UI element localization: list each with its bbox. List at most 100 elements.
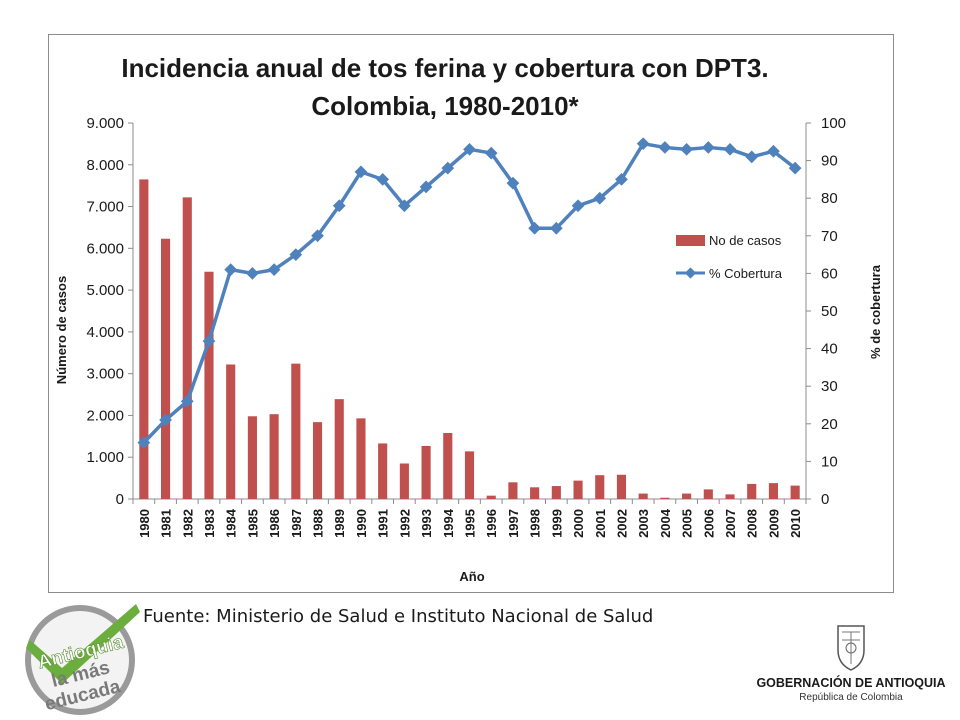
chart-frame: Incidencia anual de tos ferina y cobertu…: [48, 34, 894, 593]
x-tick-label: 1986: [267, 509, 282, 538]
coverage-point: [441, 161, 455, 175]
bar: [312, 422, 323, 499]
x-tick-label: 1995: [463, 509, 478, 538]
x-tick-label: 2007: [723, 509, 738, 538]
bar: [616, 474, 627, 499]
x-tick-label: 2009: [766, 509, 781, 538]
plot-area: 0 1.000 2.000 3.000 4.000 5.000 6.000 7.000 8.00…: [86, 115, 846, 538]
x-tick-label: 1992: [397, 509, 412, 538]
y-axis-left-label: Número de casos: [54, 276, 69, 384]
bar: [768, 483, 778, 499]
bar: [573, 480, 583, 499]
x-tick-label: 2005: [680, 509, 695, 538]
coverage-point: [332, 199, 346, 213]
y-left-tick-label: 6.000: [86, 240, 124, 257]
y-right-tick-label: 90: [821, 153, 838, 170]
bar: [269, 414, 279, 499]
bar: [464, 451, 475, 499]
x-tick-label: 1990: [354, 509, 369, 538]
bar: [182, 197, 192, 499]
bar: [378, 443, 388, 499]
x-tick-label: 1989: [332, 509, 347, 538]
y-left-tick-label: 7.000: [86, 199, 124, 216]
y-left-tick-label: 0: [116, 491, 124, 508]
bar: [334, 399, 344, 499]
bar: [660, 497, 670, 499]
x-tick-label: 1993: [419, 509, 434, 538]
bar: [226, 364, 236, 499]
bar: [551, 486, 561, 499]
x-tick-label: 2002: [614, 509, 629, 538]
y-left-tick-label: 4.000: [86, 324, 124, 341]
bar: [725, 494, 735, 499]
source-note: Fuente: Ministerio de Salud e Instituto …: [143, 606, 654, 627]
bar: [356, 418, 366, 499]
x-tick-label: 2004: [658, 508, 673, 538]
bar: [443, 432, 453, 499]
coverage-point: [419, 180, 433, 194]
coverage-point: [354, 165, 368, 179]
x-tick-label: 2000: [571, 509, 586, 538]
x-tick-label: 1987: [289, 509, 304, 538]
x-tick-label: 2006: [701, 509, 716, 538]
coverage-point: [484, 146, 498, 160]
y-right-tick-label: 10: [821, 453, 838, 470]
coverage-point: [137, 436, 151, 449]
x-tick-label: 1983: [202, 509, 217, 538]
bar: [139, 179, 149, 499]
x-tick-label: 1984: [224, 508, 239, 538]
y-right-tick-label: 30: [821, 378, 838, 395]
coverage-point: [376, 173, 390, 186]
y-right-tick-label: 50: [821, 303, 838, 320]
x-tick-label: 1988: [311, 509, 326, 538]
y-right-tick-label: 0: [821, 491, 829, 508]
y-left-tick-label: 1.000: [86, 449, 124, 466]
coverage-line: [142, 141, 797, 444]
coverage-point: [202, 334, 216, 348]
x-tick-label: 1991: [376, 509, 391, 538]
coverage-point: [528, 221, 541, 235]
y-right-tick-label: 70: [821, 228, 838, 245]
x-tick-label: 1994: [441, 508, 456, 538]
coverage-point: [224, 263, 238, 277]
coverage-point: [701, 141, 715, 154]
y-left-tick-label: 2.000: [86, 407, 124, 424]
coverage-point: [723, 142, 737, 156]
legend-line-label: % Cobertura: [709, 266, 783, 281]
logo-right-line-1: GOBERNACIÓN DE ANTIOQUIA: [756, 675, 945, 690]
y-right-tick-label: 60: [821, 265, 838, 282]
legend-bar-label: No de casos: [709, 233, 782, 248]
coverage-point: [180, 394, 194, 408]
chart-svg: Incidencia anual de tos ferina y cobertu…: [54, 53, 883, 584]
logo-right-line-2: República de Colombia: [799, 692, 903, 703]
check-mark-icon: [26, 604, 140, 684]
y-left-tick-label: 3.000: [86, 366, 124, 383]
y-left-tick-label: 5.000: [86, 282, 124, 299]
bar: [530, 487, 540, 499]
x-tick-label: 1982: [180, 509, 195, 538]
y-right-tick-label: 20: [821, 416, 838, 433]
bar: [595, 475, 605, 499]
bar: [682, 493, 692, 499]
y-right-tick-label: 80: [821, 190, 838, 207]
coverage-point: [289, 248, 303, 261]
y-left-tick-label: 8.000: [86, 157, 124, 174]
chart-title-line-1: Incidencia anual de tos ferina y cobertu…: [121, 53, 768, 83]
bar: [204, 271, 214, 499]
coverage-point: [463, 142, 476, 156]
legend-bar-swatch: [676, 235, 705, 246]
bar: [790, 485, 800, 499]
coat-of-arms-icon: [837, 625, 865, 671]
x-tick-label: 1996: [484, 509, 499, 538]
bar: [291, 363, 301, 499]
bar: [161, 238, 171, 500]
coverage-point: [159, 413, 172, 427]
legend: No de casos % Cobertura: [676, 233, 783, 281]
coverage-point: [658, 141, 672, 154]
y-left-tick-label: 9.000: [86, 115, 124, 132]
bar: [703, 489, 713, 499]
x-tick-label: 1980: [137, 509, 152, 538]
bar: [399, 463, 409, 499]
bar: [247, 416, 257, 499]
chart-title-line-2: Colombia, 1980-2010*: [311, 91, 579, 121]
